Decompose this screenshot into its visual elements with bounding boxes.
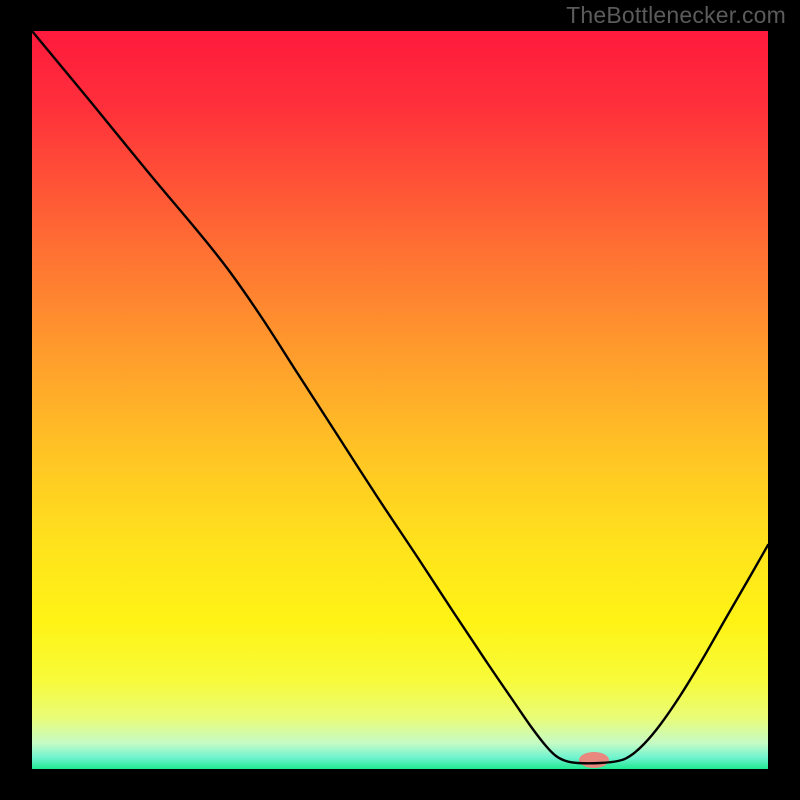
plot-background	[32, 31, 768, 769]
bottleneck-chart	[0, 0, 800, 800]
chart-stage: TheBottlenecker.com	[0, 0, 800, 800]
watermark-text: TheBottlenecker.com	[566, 2, 786, 29]
optimal-point-marker	[579, 752, 609, 768]
